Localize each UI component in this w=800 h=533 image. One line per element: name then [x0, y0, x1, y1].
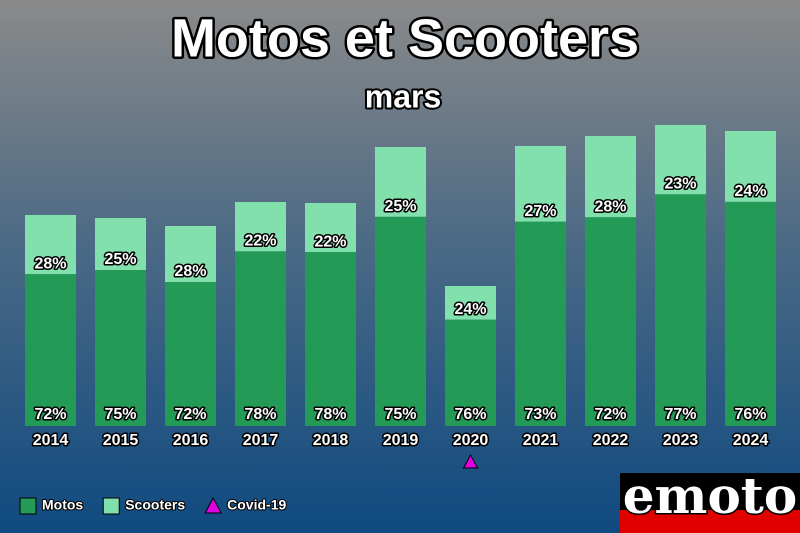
logo-band: [620, 510, 800, 533]
x-tick-label: 2019: [383, 432, 419, 449]
value-label: 75%: [384, 406, 416, 423]
x-tick-label: 2017: [243, 432, 279, 449]
bar-segment: [165, 226, 216, 282]
bar-segment: [375, 216, 426, 426]
value-label: 72%: [174, 406, 206, 423]
bar-segment: [305, 203, 356, 253]
x-tick-label: 2023: [663, 432, 699, 449]
value-label: 72%: [594, 406, 626, 423]
x-tick-label: 2022: [593, 432, 629, 449]
bar-segment: [585, 217, 636, 426]
logo-text: emoto: [623, 466, 798, 525]
bar-segment: [655, 194, 706, 426]
value-label: 72%: [34, 406, 66, 423]
bar-segment: [725, 201, 776, 426]
bar-segment: [95, 218, 146, 270]
value-label: 25%: [384, 198, 416, 215]
value-label: 23%: [664, 175, 696, 192]
bar-segment: [25, 274, 76, 426]
value-label: 24%: [734, 183, 766, 200]
value-label: 22%: [314, 233, 346, 250]
annotation-marker: [462, 453, 479, 469]
value-label: 73%: [524, 406, 556, 423]
chart-subtitle: mars: [365, 78, 442, 114]
legend-marker: [204, 496, 222, 514]
bar-segment: [445, 286, 496, 320]
bar-segment: [655, 125, 706, 195]
value-label: 75%: [104, 406, 136, 423]
bar-segment: [725, 131, 776, 202]
legend-swatch: [102, 497, 120, 515]
x-tick-label: 2021: [523, 432, 559, 449]
bar-segment: [515, 221, 566, 426]
value-label: 22%: [244, 232, 276, 249]
value-label: 25%: [104, 251, 136, 268]
value-label: 76%: [734, 406, 766, 423]
bar-segment: [585, 136, 636, 218]
value-label: 78%: [244, 406, 276, 423]
bar-segment: [515, 146, 566, 222]
x-tick-label: 2014: [33, 432, 69, 449]
bar-segment: [305, 252, 356, 426]
bar-segment: [25, 215, 76, 275]
bar-segment: [235, 202, 286, 252]
x-tick-label: 2024: [733, 432, 769, 449]
value-label: 27%: [524, 203, 556, 220]
value-label: 76%: [454, 406, 486, 423]
value-label: 28%: [174, 263, 206, 280]
legend-label: Motos: [42, 497, 83, 513]
bar-segment: [445, 319, 496, 426]
legend-label: Scooters: [125, 497, 185, 513]
bar-segment: [375, 147, 426, 217]
legend-label: Covid-19: [227, 497, 286, 513]
value-label: 24%: [454, 301, 486, 318]
x-tick-label: 2016: [173, 432, 209, 449]
x-tick-label: 2018: [313, 432, 349, 449]
x-tick-label: 2015: [103, 432, 139, 449]
bar-segment: [235, 251, 286, 426]
bar-segment: [95, 270, 146, 426]
value-label: 77%: [664, 406, 696, 423]
bar-segment: [165, 282, 216, 426]
logo: emoto: [620, 465, 800, 533]
value-label: 28%: [34, 255, 66, 272]
value-label: 28%: [594, 198, 626, 215]
x-tick-label: 2020: [453, 432, 489, 449]
legend-swatch: [19, 497, 37, 515]
value-label: 78%: [314, 406, 346, 423]
chart-title: Motos et Scooters: [171, 8, 639, 68]
